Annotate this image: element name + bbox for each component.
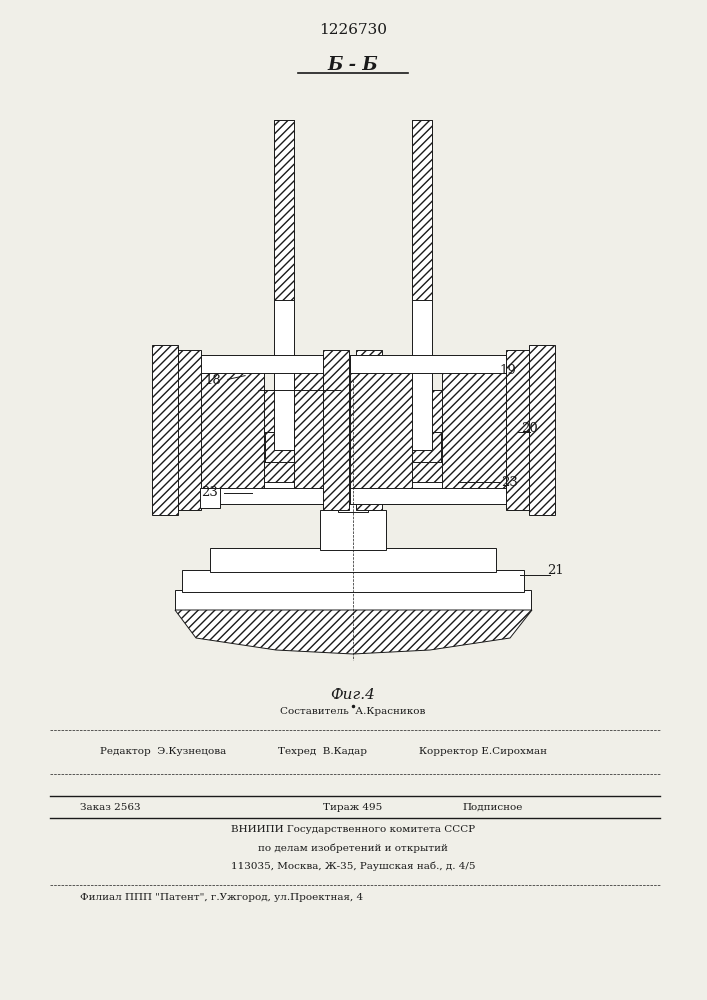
Bar [506, 350, 532, 510]
Bar [250, 482, 342, 496]
Polygon shape [175, 610, 532, 654]
Bar [258, 390, 341, 432]
Bar [274, 120, 294, 300]
Bar [350, 360, 412, 490]
Text: Техред  В.Кадар: Техред В.Кадар [279, 748, 368, 756]
Text: 20: 20 [522, 422, 538, 434]
Text: Корректор Е.Сирохман: Корректор Е.Сирохман [419, 748, 547, 756]
Bar [210, 548, 496, 572]
Text: 23: 23 [501, 476, 518, 488]
Bar [175, 350, 201, 510]
Bar [152, 345, 178, 515]
Bar [200, 360, 264, 490]
Bar [374, 494, 450, 504]
Text: Подписное: Подписное [463, 802, 523, 812]
Bar [260, 462, 341, 484]
Bar [294, 360, 356, 490]
Bar [365, 482, 457, 496]
Bar [350, 488, 506, 504]
Bar [442, 360, 506, 490]
Text: Филиал ППП "Патент", г.Ужгород, ул.Проектная, 4: Филиал ППП "Патент", г.Ужгород, ул.Проек… [80, 894, 363, 902]
Text: по делам изобретений и открытий: по делам изобретений и открытий [258, 843, 448, 853]
Text: 1226730: 1226730 [319, 23, 387, 37]
Bar [412, 120, 432, 450]
Bar [330, 376, 376, 388]
Bar [350, 355, 506, 373]
Text: 21: 21 [548, 564, 564, 576]
Bar [341, 380, 365, 470]
Bar [200, 488, 356, 504]
Bar [365, 390, 448, 432]
Text: 19: 19 [500, 363, 516, 376]
Bar [274, 120, 294, 450]
Bar [529, 345, 555, 515]
Text: Редактор  Э.Кузнецова: Редактор Э.Кузнецова [100, 748, 226, 756]
Text: Заказ 2563: Заказ 2563 [80, 802, 141, 812]
Text: 23: 23 [201, 487, 218, 499]
Text: ВНИИПИ Государственного комитета СССР: ВНИИПИ Государственного комитета СССР [231, 826, 475, 834]
Bar [258, 494, 334, 504]
Bar [265, 432, 341, 464]
Bar [323, 350, 349, 510]
Text: Тираж 495: Тираж 495 [323, 802, 382, 812]
Bar [412, 120, 432, 300]
Bar [356, 350, 382, 510]
Text: Составитель  А.Красников: Составитель А.Красников [280, 708, 426, 716]
Bar [365, 432, 441, 464]
Bar [338, 468, 368, 512]
Text: 113035, Москва, Ж-35, Раушская наб., д. 4/5: 113035, Москва, Ж-35, Раушская наб., д. … [230, 861, 475, 871]
Bar [175, 590, 531, 610]
Bar [200, 355, 356, 373]
Bar [320, 510, 386, 550]
Bar [200, 488, 220, 508]
Text: Б - Б: Б - Б [327, 56, 378, 74]
Text: 18: 18 [204, 373, 221, 386]
Bar [182, 570, 524, 592]
Bar [365, 462, 446, 484]
Text: Фиг.4: Фиг.4 [331, 688, 375, 702]
